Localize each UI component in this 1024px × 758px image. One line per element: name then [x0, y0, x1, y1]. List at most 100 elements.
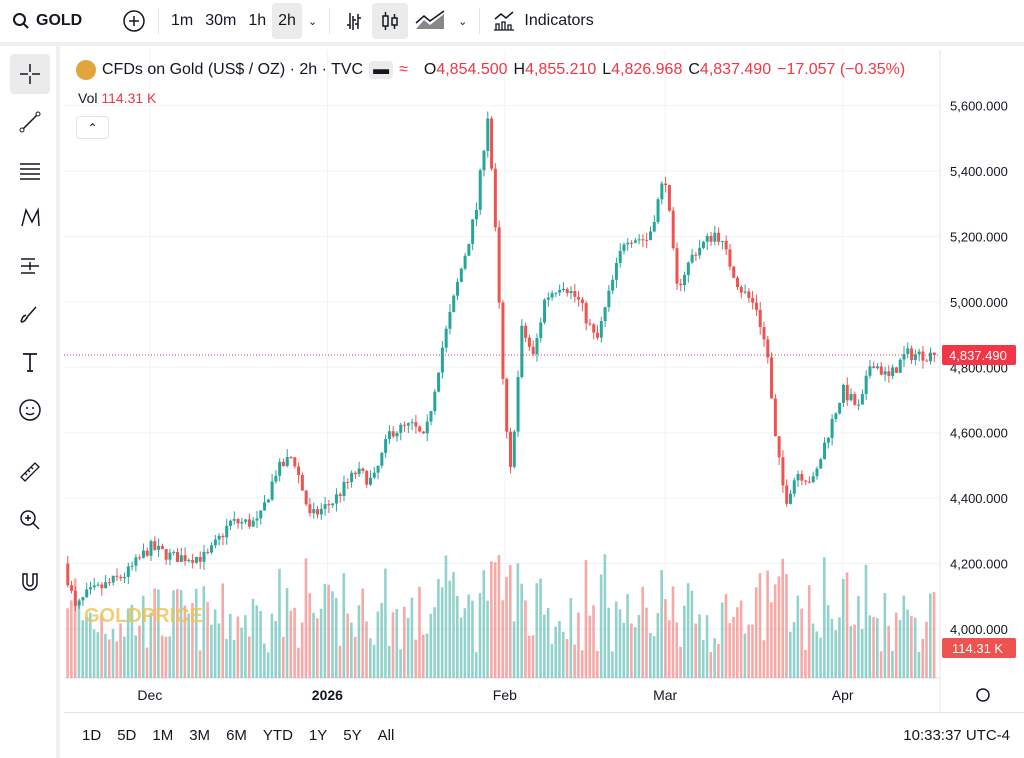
volume-bar — [800, 608, 803, 678]
candle — [898, 359, 902, 373]
volume-bar — [247, 636, 251, 678]
interval-30m[interactable]: 30m — [205, 12, 237, 29]
tool-brush[interactable] — [10, 294, 50, 334]
volume-bar — [664, 599, 667, 678]
area-style-button[interactable] — [408, 3, 452, 39]
candle — [304, 490, 308, 505]
candle — [247, 519, 251, 527]
candle — [512, 431, 516, 467]
candle — [656, 199, 660, 222]
tool-emoji[interactable] — [10, 390, 50, 430]
volume-bar — [172, 590, 175, 678]
candles-style-button[interactable] — [372, 3, 409, 39]
price-badge-label: 4,837.490 — [949, 348, 1007, 363]
candle — [546, 297, 550, 300]
tool-long-position[interactable] — [10, 246, 50, 286]
volume-bar — [357, 605, 361, 678]
volume-badge — [942, 638, 1016, 658]
tool-trend-line[interactable] — [10, 102, 50, 142]
candle — [387, 431, 391, 440]
hide-legend-button[interactable]: ▬ — [369, 61, 394, 79]
y-tick-label: 4,400.000 — [950, 491, 1008, 506]
candle — [361, 468, 365, 471]
approx-icon: ≈ — [399, 61, 408, 78]
tool-text[interactable] — [10, 342, 50, 382]
range-1y[interactable]: 1Y — [308, 727, 328, 744]
candle — [236, 519, 240, 524]
interval-2h[interactable]: 2h — [272, 3, 302, 39]
volume-bar — [88, 612, 92, 678]
volume-bar — [350, 622, 353, 678]
volume-bar — [860, 628, 864, 678]
open-value: 4,854.500 — [436, 61, 508, 78]
volume-bar — [705, 615, 709, 678]
candle — [796, 473, 800, 481]
candle — [368, 477, 372, 485]
candle — [168, 552, 172, 560]
candle — [274, 475, 278, 482]
range-3m[interactable]: 3M — [189, 727, 211, 744]
range-5y[interactable]: 5Y — [343, 727, 362, 744]
range-5d[interactable]: 5D — [117, 727, 137, 744]
candle — [263, 502, 267, 511]
candle — [834, 413, 838, 419]
volume-bars — [66, 554, 936, 678]
volume-bar — [841, 578, 845, 678]
tool-zoom-in[interactable] — [10, 500, 50, 540]
bars-style-button[interactable] — [336, 3, 372, 39]
candle — [728, 249, 732, 267]
price-chart[interactable]: 5,600.0005,400.0005,200.0005,000.0004,80… — [64, 50, 1024, 712]
tool-pattern[interactable] — [10, 198, 50, 238]
candle — [403, 424, 407, 426]
compare-button[interactable] — [116, 3, 152, 39]
candle — [781, 457, 785, 486]
interval-1h[interactable]: 1h — [248, 12, 267, 29]
range-1d[interactable]: 1D — [82, 727, 102, 744]
candle — [459, 268, 463, 282]
range-1m[interactable]: 1M — [152, 727, 174, 744]
volume-bar — [221, 583, 225, 678]
chart-type-dropdown[interactable]: ⌄ — [452, 3, 473, 39]
indicators-button[interactable]: Indicators — [486, 3, 599, 39]
candle — [293, 457, 297, 467]
chevron-down-icon: ⌄ — [307, 15, 318, 28]
interval-1m[interactable]: 1m — [171, 12, 194, 29]
emoji-icon — [19, 399, 41, 421]
volume-bar — [395, 608, 399, 678]
x-tick-label: Dec — [137, 687, 162, 703]
candle — [838, 402, 842, 414]
close-label: C — [688, 61, 700, 78]
tool-crosshair[interactable] — [10, 54, 50, 94]
candle — [126, 566, 130, 577]
range-ytd[interactable]: YTD — [262, 727, 293, 744]
volume-bar — [917, 652, 921, 678]
candle — [456, 281, 460, 296]
interval-dropdown[interactable]: ⌄ — [302, 3, 323, 39]
candle — [660, 183, 664, 200]
candle — [433, 391, 437, 412]
symbol-search[interactable]: GOLD — [6, 3, 116, 39]
range-all[interactable]: All — [377, 727, 395, 744]
volume-bar — [539, 578, 542, 678]
candle — [637, 239, 641, 241]
chart-settings-button[interactable] — [976, 688, 990, 702]
volume-badge-label: 114.31 K — [952, 641, 1003, 656]
candle — [107, 582, 111, 584]
candle — [683, 274, 687, 286]
clock[interactable]: 10:33:37 UTC-4 — [903, 727, 1010, 744]
candle — [554, 292, 558, 294]
volume-bar — [372, 644, 376, 678]
candle — [342, 481, 346, 497]
candle — [149, 541, 153, 556]
tool-magnet[interactable] — [10, 562, 50, 602]
tool-fib-lines[interactable] — [10, 150, 50, 190]
candle — [868, 366, 872, 376]
candle — [104, 582, 108, 589]
candle — [736, 277, 740, 288]
volume-bar — [720, 602, 724, 678]
tool-ruler[interactable] — [10, 452, 50, 492]
volume-bar — [906, 609, 909, 678]
area-chart-icon — [415, 10, 445, 29]
range-6m[interactable]: 6M — [226, 727, 247, 744]
collapse-button[interactable]: ⌃ — [76, 116, 109, 139]
